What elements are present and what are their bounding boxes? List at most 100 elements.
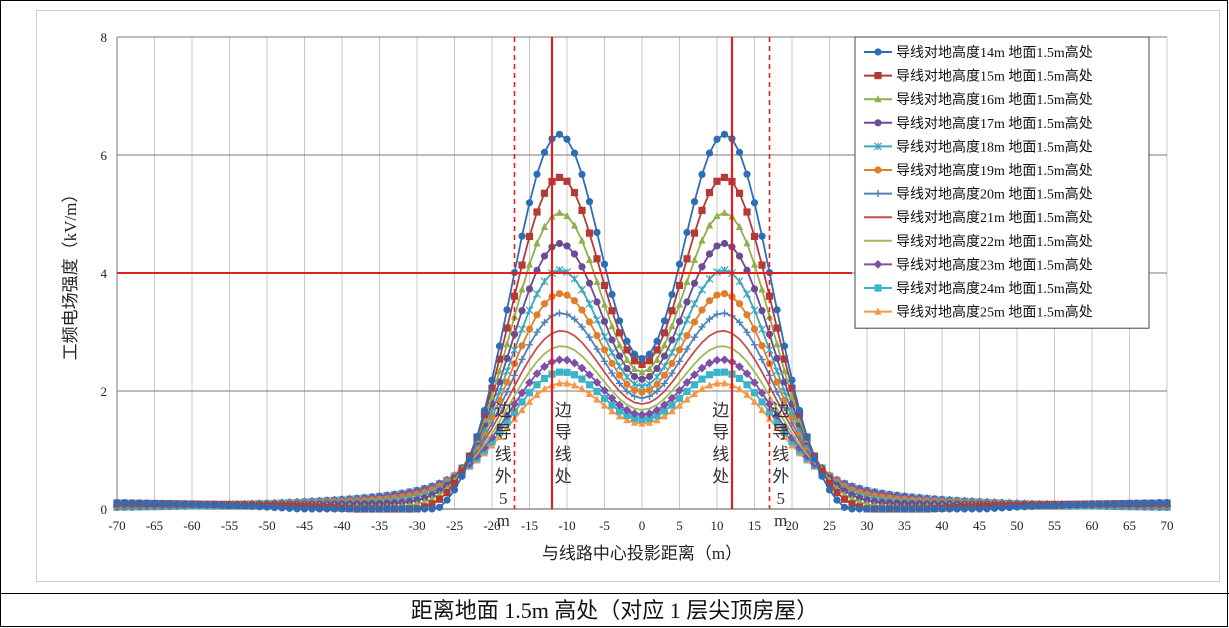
annotation-char: 5	[777, 489, 786, 508]
data-point	[570, 250, 579, 258]
data-point	[413, 505, 421, 513]
data-point	[818, 472, 826, 480]
data-point	[743, 390, 751, 398]
data-point	[128, 499, 136, 507]
data-point	[540, 252, 549, 260]
data-point	[653, 346, 661, 354]
data-point	[195, 500, 204, 509]
data-point	[1148, 499, 1156, 507]
data-point	[848, 505, 856, 513]
data-point	[525, 199, 534, 207]
data-point	[578, 375, 586, 383]
data-point	[368, 505, 376, 513]
data-point	[690, 333, 699, 341]
data-point	[555, 290, 564, 298]
data-point	[660, 329, 669, 337]
data-point	[855, 497, 864, 506]
data-point	[720, 173, 729, 182]
data-point	[645, 372, 654, 381]
data-point	[360, 505, 369, 513]
x-tick-label: 65	[1123, 518, 1136, 533]
annotation-char: 导	[555, 423, 572, 442]
data-point	[608, 369, 616, 377]
data-point	[885, 505, 894, 513]
data-point	[495, 432, 504, 440]
x-tick-label: 40	[936, 518, 949, 533]
data-point	[758, 398, 766, 406]
data-point	[623, 337, 631, 345]
data-point	[533, 381, 541, 389]
annotation-char: 线	[555, 445, 572, 464]
data-point	[638, 368, 646, 376]
x-tick-label: -10	[558, 518, 575, 533]
y-tick-label: 0	[101, 502, 108, 517]
data-point	[488, 376, 496, 384]
data-point	[705, 250, 714, 258]
data-point	[518, 307, 526, 315]
data-point	[630, 364, 639, 373]
data-point	[682, 315, 692, 324]
data-point	[698, 375, 706, 383]
data-point	[518, 405, 526, 414]
data-point	[458, 467, 466, 476]
data-point	[675, 386, 684, 395]
data-point	[517, 388, 527, 398]
data-point	[690, 370, 699, 380]
field-strength-chart: -70 -65 -60 -55 -50 -45 -40 -35 -30 -25 -20 -15 -10-…	[61, 30, 1174, 563]
legend-label: 导线对地高度23m 地面1.5m高处	[896, 256, 1093, 273]
data-point	[1028, 502, 1036, 511]
data-point	[788, 392, 796, 400]
data-point	[533, 170, 541, 178]
data-point	[555, 355, 564, 365]
data-point	[405, 505, 414, 513]
data-point	[975, 505, 984, 513]
x-tick-label: -70	[108, 518, 125, 533]
data-point	[758, 355, 766, 364]
data-point	[563, 310, 571, 318]
x-tick-label: -30	[408, 518, 425, 533]
data-point	[713, 368, 721, 376]
data-point	[593, 387, 601, 396]
data-point	[638, 375, 646, 383]
data-point	[653, 337, 661, 345]
data-point	[608, 307, 616, 315]
data-point	[1163, 498, 1171, 507]
data-point	[653, 364, 661, 373]
data-point	[600, 346, 609, 354]
data-point	[555, 368, 564, 376]
data-point	[660, 371, 669, 379]
data-point	[630, 418, 639, 426]
data-point	[608, 401, 616, 409]
data-point	[578, 170, 586, 179]
data-point	[630, 357, 639, 365]
data-point	[540, 318, 549, 326]
data-point	[615, 379, 624, 387]
legend-label: 导线对地高度21m 地面1.5m高处	[896, 209, 1093, 226]
data-point	[873, 260, 883, 269]
data-point	[720, 208, 729, 216]
data-point	[518, 342, 526, 350]
data-point	[773, 340, 781, 348]
data-point	[293, 505, 301, 513]
legend-label: 导线对地高度25m 地面1.5m高处	[896, 304, 1093, 321]
data-point	[773, 423, 781, 432]
data-point	[540, 222, 549, 231]
data-point	[780, 355, 789, 363]
data-point	[623, 411, 631, 420]
data-point	[503, 388, 511, 396]
data-point	[953, 505, 961, 513]
data-point	[563, 242, 571, 250]
data-point	[874, 166, 882, 174]
data-point	[495, 342, 504, 350]
data-point	[683, 345, 691, 353]
data-point	[240, 502, 249, 510]
data-point	[630, 392, 639, 400]
data-point	[458, 472, 466, 480]
data-point	[638, 354, 646, 363]
data-point	[503, 378, 511, 386]
data-point	[683, 331, 691, 340]
data-point	[570, 381, 579, 389]
data-point	[428, 500, 436, 508]
data-point	[1118, 499, 1126, 508]
data-point	[623, 346, 631, 354]
